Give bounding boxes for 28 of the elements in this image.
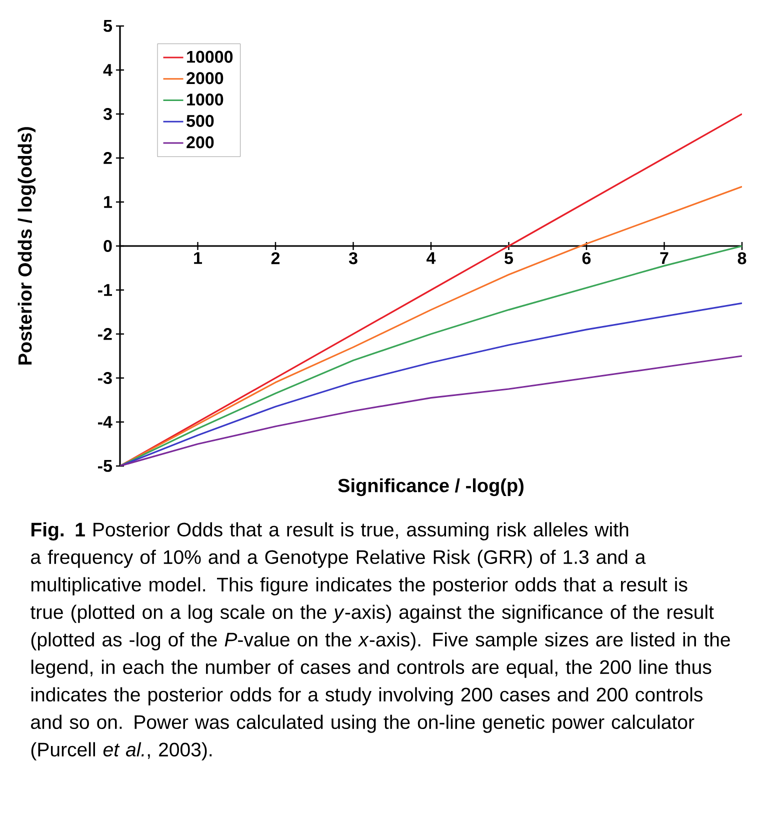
legend-label: 2000 <box>186 72 224 84</box>
x-axis-title: Significance / -log(p) <box>338 478 524 496</box>
y-tick-label: -3 <box>98 372 112 384</box>
x-tick-label: 2 <box>271 252 280 264</box>
y-tick-label: 3 <box>103 108 112 120</box>
y-tick-label: -4 <box>98 416 112 428</box>
x-tick-label: 5 <box>504 252 514 264</box>
legend-label: 200 <box>186 136 214 148</box>
text: Fig. 1 Posterior Odds that a result is true, assuming risk alleles with a frequency of 10% and a Genotype Relative Risk (GRR) of 1.3 and a multiplicative model. This figure indicates the posterior odds that a result is true (plotted on a log scale on the y-axis) against the significance of the result (plotted as -log of the P-value on the x-axis). Five sample sizes are listed in the legend, in each the number of cases and controls are equal, the 200 line thus indicates the posterior odds for a study involving 200 cases and 200 controls and so on. Power was calculated using the on-line genetic power calculator (Purcell et al., 2003). <box>30 522 730 760</box>
line-series <box>120 355 742 466</box>
legend-label: 10000 <box>187 50 233 63</box>
x-tick-label: 7 <box>660 252 668 264</box>
x-tick-label: 8 <box>738 252 746 264</box>
y-tick-label: 0 <box>104 240 112 252</box>
y-axis-title: Posterior Odds / log(odds) <box>18 127 36 365</box>
y-tick-label: 2 <box>104 152 112 164</box>
y-tick-label: -2 <box>98 328 112 340</box>
legend-label: 500 <box>186 114 214 127</box>
y-tick-label: -1 <box>98 284 112 296</box>
x-tick-label: 4 <box>426 252 436 264</box>
x-tick-label: 3 <box>348 252 358 264</box>
y-tick-label: -5 <box>98 460 112 472</box>
y-tick-label: 5 <box>104 20 112 32</box>
x-tick-label: 1 <box>194 252 202 264</box>
y-tick-label: 1 <box>104 196 112 208</box>
y-tick-label: 4 <box>103 64 112 76</box>
x-tick-label: 6 <box>582 252 591 264</box>
legend-label: 1000 <box>187 94 224 106</box>
